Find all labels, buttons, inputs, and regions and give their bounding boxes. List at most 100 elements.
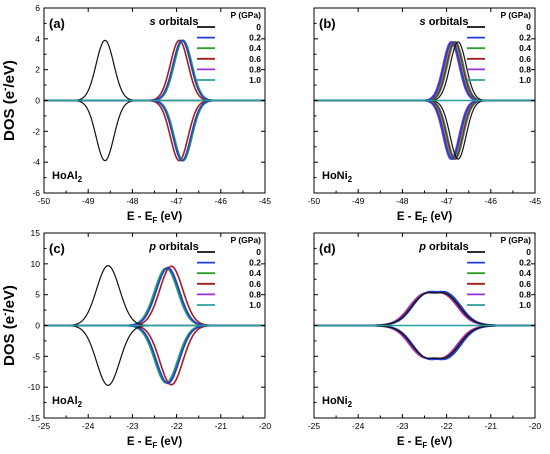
legend-label: 0.2	[519, 258, 531, 268]
y-tick-label: -10	[28, 382, 41, 392]
compound-name: HoNi	[322, 170, 348, 182]
orbital-letter: p	[148, 241, 156, 253]
series-0.2-spin-up	[44, 267, 265, 327]
panel-b: -50 -49 -48 -47 -46 -45 (b) s orbitals HoNi2 P (G…	[308, 7, 542, 225]
x-tick-label: -49	[352, 196, 365, 206]
legend-label: 0.2	[519, 33, 531, 43]
orbital-letter: s	[150, 16, 156, 28]
legend-label: 0.8	[519, 64, 531, 74]
x-axis-label: E - EF (eV)	[127, 436, 183, 450]
series-0.4-spin-down	[314, 99, 535, 160]
series-0.4-spin-down	[44, 99, 265, 162]
series-0.2-spin-down	[314, 324, 535, 361]
orbital-letter: s	[420, 16, 426, 28]
y-label-unit: /eV)	[1, 60, 18, 88]
x-label-sub: F	[152, 216, 157, 225]
legend-label: 0.8	[249, 289, 261, 299]
x-tick-label: -45	[529, 196, 542, 206]
x-axis-label: E - EF (eV)	[397, 436, 453, 450]
series-1.0-spin-up	[314, 41, 535, 102]
series-0.6-spin-down	[314, 99, 535, 160]
series-0.6-spin-down	[314, 324, 535, 360]
y-label-unit: /eV)	[1, 285, 18, 313]
curves	[314, 290, 535, 361]
y-tick-label: 10	[31, 259, 41, 269]
series-0.8-spin-down	[44, 99, 265, 162]
orbital-title: s orbitals	[420, 16, 469, 28]
x-tick-label: -46	[485, 196, 498, 206]
y-tick-label: 2	[35, 65, 40, 75]
legend: P (GPa) 00.20.40.60.81.0	[467, 10, 531, 85]
x-tick-label: -50	[38, 196, 51, 206]
x-axis-label: E - EF (eV)	[397, 211, 453, 225]
orbital-word: orbitals	[426, 241, 469, 253]
series-1.0-spin-down	[314, 99, 535, 160]
y-tick-label: 6	[35, 3, 40, 13]
compound-label: HoAl2	[52, 170, 83, 184]
x-tick-label: -49	[82, 196, 95, 206]
series-0-spin-down	[314, 324, 535, 359]
orbital-title: s orbitals	[150, 16, 199, 28]
x-label-main: E - E	[397, 436, 423, 448]
panel-label: (c)	[49, 241, 65, 256]
y-label-main: DOS (e	[1, 91, 18, 141]
x-tick-label: -48	[396, 196, 409, 206]
series-1.0-spin-down	[314, 324, 535, 360]
panel-label: (d)	[319, 241, 336, 256]
series-0.8-spin-up	[44, 39, 265, 102]
series-0.8-spin-up	[314, 41, 535, 102]
x-label-unit: (eV)	[157, 211, 182, 223]
y-tick-label: 4	[35, 34, 40, 44]
legend-label: 0	[526, 22, 531, 32]
compound-name: HoAl	[52, 395, 78, 407]
legend-label: 1.0	[519, 75, 531, 85]
compound-label: HoNi2	[322, 395, 353, 409]
orbital-word: orbitals	[156, 16, 199, 28]
x-label-main: E - E	[127, 436, 153, 448]
series-0.6-spin-down	[44, 99, 265, 162]
series-0.8-spin-up	[314, 291, 535, 327]
y-tick-label: -4	[32, 157, 40, 167]
legend-label: 0.4	[519, 268, 531, 278]
x-tick-label: -47	[170, 196, 183, 206]
panel-label: (a)	[49, 16, 65, 31]
series-1.0-spin-up	[44, 39, 265, 102]
x-tick-label: -22	[440, 421, 453, 431]
legend-label: 0.6	[249, 54, 261, 64]
y-label-sup: -	[0, 313, 11, 316]
x-axis-label: E - EF (eV)	[127, 211, 183, 225]
legend-label: 0.8	[519, 289, 531, 299]
y-label-main: DOS (e	[1, 316, 18, 366]
y-tick-label: 0	[35, 96, 40, 106]
legend: P (GPa) 00.20.40.60.81.0	[197, 10, 261, 85]
y-label-sup: -	[0, 88, 11, 91]
x-tick-label: -46	[215, 196, 228, 206]
series-0.2-spin-down	[44, 324, 265, 384]
legend-title: P (GPa)	[230, 235, 261, 245]
compound-name: HoNi	[322, 395, 348, 407]
compound-name: HoAl	[52, 170, 78, 182]
legend-label: 0.8	[249, 64, 261, 74]
series-0.8-spin-down	[314, 99, 535, 160]
x-label-unit: (eV)	[427, 436, 452, 448]
legend-label: 0.4	[249, 43, 261, 53]
compound-subscript: 2	[78, 175, 83, 184]
orbital-letter: p	[418, 241, 426, 253]
legend-label: 0	[256, 22, 261, 32]
x-tick-label: -24	[352, 421, 365, 431]
series-0.4-spin-down	[314, 324, 535, 360]
compound-subscript: 2	[78, 400, 83, 409]
orbital-title: p orbitals	[418, 241, 469, 253]
x-tick-label: -47	[440, 196, 453, 206]
y-tick-label: 15	[31, 228, 41, 238]
orbital-word: orbitals	[156, 241, 199, 253]
y-axis-label: DOS (e-/eV)	[0, 285, 18, 366]
y-axis-label: DOS (e-/eV)	[0, 60, 18, 141]
y-tick-label: -2	[32, 126, 40, 136]
x-tick-label: -21	[485, 421, 498, 431]
series-0-spin-down	[44, 99, 265, 162]
legend: P (GPa) 00.20.40.60.81.0	[467, 235, 531, 310]
x-tick-label: -23	[126, 421, 139, 431]
legend: P (GPa) 00.20.40.60.81.0	[197, 235, 261, 310]
